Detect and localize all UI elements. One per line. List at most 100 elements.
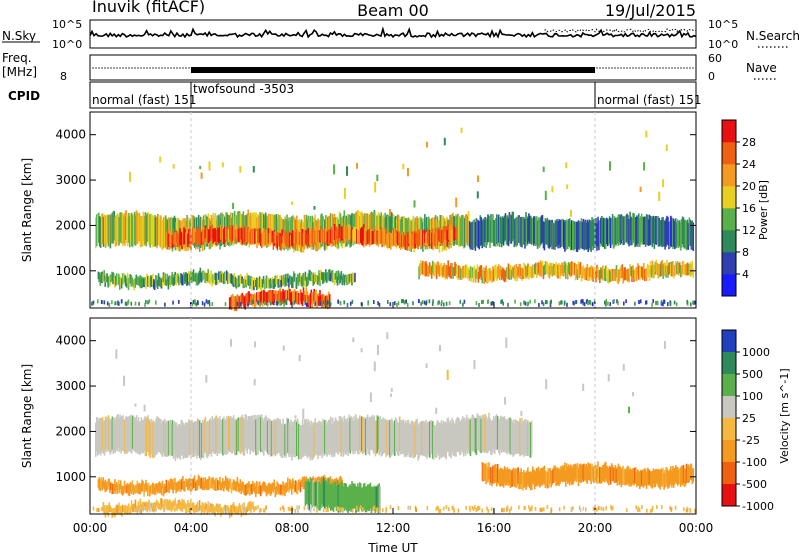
echo-cell [142,481,144,492]
echo-cell [466,268,469,280]
echo-cell [122,415,124,451]
echo-cell [450,225,452,243]
echo-ground [294,508,297,513]
echo-cell [290,292,292,305]
echo-cell [488,412,490,451]
echo-cell [131,212,133,247]
echo-cell [322,272,324,284]
echo-speck [239,166,242,173]
echo-cell [194,505,197,512]
echo-cell [497,468,500,485]
echo-cell [499,467,502,487]
echo-cell [678,220,681,247]
echo-cell [324,272,326,283]
echo-cell [522,268,524,279]
echo-ground [529,507,531,512]
echo-cell [103,270,105,281]
echo-speck [313,206,316,210]
echo-cell [181,478,183,490]
echo-cell [298,272,301,282]
echo-cell [362,418,364,454]
echo-cell [217,504,219,514]
echo-cell [622,465,625,485]
echo-cell [273,419,276,455]
echo-cell [679,264,682,278]
echo-cell [507,263,510,280]
echo-cell [381,231,383,248]
echo-cell [627,215,629,245]
echo-cell [117,274,119,285]
echo-cell [397,215,400,246]
echo-cell [181,499,183,509]
echo-cell [229,505,232,513]
echo-cell [654,469,657,488]
colorbar-segment [722,374,736,397]
echo-cell [191,419,193,454]
echo-cell [304,294,307,305]
echo-ground [609,302,611,307]
echo-cell [603,217,605,247]
echo-cell [168,235,171,248]
echo-cell [274,215,277,245]
echo-cell [497,266,499,279]
echo-ground [502,508,504,513]
echo-cell [491,420,493,456]
echo-cell [616,467,619,486]
echo-cell [159,418,161,453]
echo-cell [680,465,683,484]
xtick-label: 00:00 [73,521,108,535]
echo-cell [179,425,182,460]
echo-ground [285,299,287,303]
echo-cell [104,416,107,451]
echo-cell [264,415,267,450]
echo-ground [442,506,445,511]
echo-cell [319,273,321,287]
echo-cell [193,274,196,282]
echo-cell [509,417,512,455]
echo-cell [201,502,204,513]
echo-cell [474,269,477,283]
echo-cell [417,218,419,247]
echo-cell [210,420,213,457]
echo-speck [253,378,256,386]
echo-ground [685,508,688,513]
echo-cell [302,287,305,301]
echo-cell [271,276,274,284]
echo-speck [294,415,297,419]
echo-cell [366,484,369,511]
echo-cell [240,294,243,308]
echo-cell [277,483,279,495]
echo-cell [294,277,297,289]
echo-cell [320,421,322,456]
echo-cell [423,262,425,273]
echo-cell [674,221,676,250]
echo-cell [283,483,285,496]
echo-speck [159,156,162,163]
echo-cell [331,482,334,511]
echo-cell [230,483,233,494]
echo-ground [192,300,195,304]
echo-cell [515,217,517,247]
echo-cell [502,217,505,246]
echo-cell [146,213,149,242]
echo-cell [238,275,241,287]
echo-cell [661,260,663,276]
echo-cell [193,475,196,488]
echo-cell [469,223,472,250]
echo-ground [160,506,162,511]
echo-ground [650,508,652,513]
echo-cell [290,217,292,248]
echo-cell [123,419,125,453]
nave-label: Nave [746,61,777,75]
echo-cell [228,273,231,282]
echo-cell [106,214,109,243]
echo-cell [453,266,455,276]
echo-cell [563,466,565,483]
echo-cell [257,418,259,455]
echo-cell [324,420,326,454]
echo-cell [296,273,299,285]
echo-cell [137,483,139,494]
echo-cell [597,266,599,278]
echo-cell [556,467,558,486]
echo-cell [585,222,588,250]
